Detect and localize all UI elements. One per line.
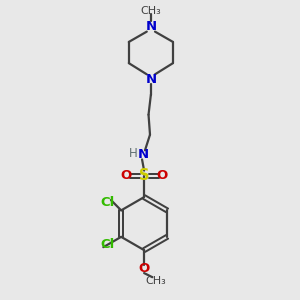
- Text: S: S: [139, 168, 149, 183]
- Text: CH₃: CH₃: [140, 6, 161, 16]
- Text: H: H: [129, 147, 138, 160]
- Text: CH₃: CH₃: [145, 276, 166, 286]
- Text: O: O: [120, 169, 131, 182]
- Text: N: N: [138, 148, 149, 161]
- Text: N: N: [145, 20, 156, 33]
- Text: N: N: [145, 73, 156, 86]
- Text: O: O: [157, 169, 168, 182]
- Text: O: O: [139, 262, 150, 275]
- Text: Cl: Cl: [100, 238, 114, 251]
- Text: Cl: Cl: [100, 196, 114, 209]
